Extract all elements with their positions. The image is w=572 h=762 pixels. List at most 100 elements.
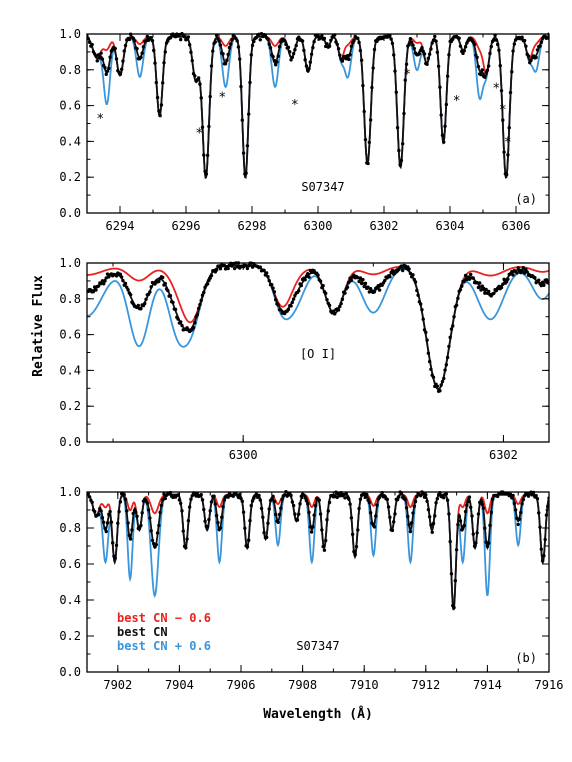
observed-point	[153, 282, 157, 286]
observed-spectrum-points	[87, 261, 549, 393]
observed-point	[499, 285, 504, 290]
observed-point	[126, 521, 130, 525]
observed-point	[163, 496, 167, 501]
observed-point	[336, 47, 341, 51]
observed-point	[397, 495, 401, 499]
observed-point	[471, 276, 475, 280]
observed-point	[403, 78, 407, 82]
observed-point	[312, 513, 316, 517]
observed-point	[425, 499, 429, 503]
x-tick-label: 6296	[172, 219, 201, 233]
observed-point	[453, 579, 458, 583]
observed-point	[408, 37, 413, 41]
observed-point	[425, 62, 429, 66]
observed-point	[401, 268, 405, 273]
observed-point	[114, 274, 119, 278]
observed-point	[95, 59, 99, 63]
observed-point	[182, 35, 187, 39]
observed-point	[394, 90, 398, 95]
observed-point	[90, 42, 94, 47]
observed-point	[159, 103, 164, 107]
observed-point	[388, 274, 392, 279]
observed-point	[247, 538, 251, 542]
observed-point	[492, 291, 496, 296]
observed-point	[362, 109, 366, 114]
model-low-cn-line	[87, 35, 549, 179]
observed-point	[539, 547, 543, 551]
observed-point	[358, 48, 363, 53]
observed-point	[461, 51, 465, 56]
y-tick-label: 0.0	[59, 435, 81, 449]
model-best-cn-line	[87, 35, 549, 179]
observed-point	[404, 62, 409, 66]
observed-point	[489, 510, 493, 515]
observed-point	[447, 512, 451, 516]
observed-point	[363, 281, 368, 286]
observed-point	[442, 140, 446, 144]
observed-point	[429, 47, 433, 51]
observed-point	[440, 379, 445, 384]
observed-point	[539, 283, 543, 288]
y-tick-label: 1.0	[59, 485, 81, 499]
observed-point	[521, 265, 526, 270]
observed-point	[546, 504, 549, 509]
observed-point	[144, 39, 148, 43]
asterisk-mark: *	[404, 67, 411, 82]
observed-point	[366, 161, 370, 166]
x-tick-label: 6300	[304, 219, 333, 233]
observed-point	[433, 514, 437, 518]
y-tick-label: 0.8	[59, 521, 81, 535]
observed-point	[141, 45, 146, 49]
observed-point	[356, 275, 360, 280]
observed-point	[407, 42, 411, 47]
observed-point	[439, 113, 443, 117]
observed-point	[222, 263, 227, 268]
observed-point	[376, 284, 381, 288]
observed-point	[100, 57, 105, 61]
observed-point	[107, 512, 111, 517]
observed-point	[101, 282, 106, 286]
observed-point	[454, 548, 459, 552]
observed-point	[324, 291, 328, 296]
observed-point	[139, 55, 143, 60]
observed-point	[543, 537, 547, 542]
observed-point	[258, 38, 262, 42]
observed-point	[230, 37, 234, 42]
y-tick-label: 0.8	[59, 63, 81, 77]
observed-point	[442, 376, 446, 381]
observed-point	[99, 509, 103, 513]
observed-point	[467, 495, 472, 499]
observed-point	[367, 290, 372, 294]
observed-point	[205, 524, 210, 529]
observed-point	[401, 142, 405, 146]
observed-point	[245, 144, 250, 148]
observed-point	[524, 44, 528, 48]
observed-point	[506, 153, 510, 157]
panel-b: 0.0 0.2 0.4 0.6 0.8 1.0 7902 7904 7906 7908 7910 79…	[59, 485, 563, 692]
observed-point	[155, 95, 160, 100]
observed-point	[104, 529, 108, 534]
observed-point	[522, 38, 527, 43]
observed-point	[103, 279, 107, 283]
observed-point	[149, 35, 153, 40]
observed-point	[279, 308, 283, 312]
observed-point	[154, 542, 158, 547]
asterisk-mark: *	[219, 91, 226, 106]
observed-point	[309, 530, 314, 534]
observed-point	[161, 275, 165, 280]
observed-point	[118, 272, 123, 277]
observed-point	[258, 498, 262, 502]
observed-point	[420, 46, 424, 50]
observed-point	[392, 520, 396, 524]
observed-point	[408, 529, 413, 534]
observed-point	[171, 300, 175, 305]
x-tick-label: 6302	[489, 448, 518, 462]
observed-point	[357, 279, 361, 284]
observed-point	[306, 501, 310, 506]
star-label: S07347	[301, 180, 344, 194]
observed-point	[416, 293, 420, 297]
observed-point	[448, 539, 452, 544]
observed-point	[463, 509, 468, 514]
model-high-cn-line	[87, 35, 549, 179]
